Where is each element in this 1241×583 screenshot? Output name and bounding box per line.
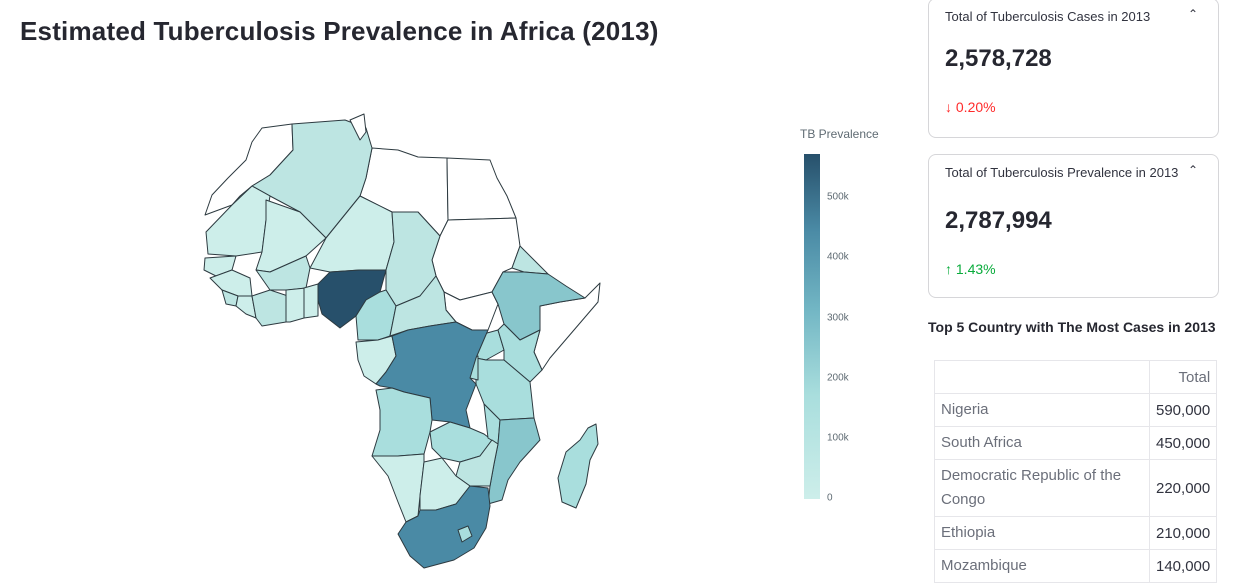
legend-tick-100k: 100k — [827, 432, 849, 444]
total-cell: 450,000 — [1148, 426, 1218, 460]
country-namibia[interactable] — [371, 453, 425, 523]
metric-label: Total of Tuberculosis Prevalence in 2013 — [945, 165, 1179, 180]
total-cell: 220,000 — [1148, 459, 1218, 517]
chevron-up-icon[interactable]: ⌃ — [1187, 7, 1198, 21]
metric-card-prevalence: Total of Tuberculosis Prevalence in 2013… — [928, 154, 1219, 298]
table-row[interactable]: Democratic Republic of the Congo 220,000 — [934, 459, 1218, 517]
country-south-africa[interactable] — [397, 485, 491, 569]
country-cell: Ethiopia — [934, 516, 1150, 550]
legend-tick-300k: 300k — [827, 312, 849, 324]
country-angola[interactable] — [371, 387, 433, 457]
page-title: Estimated Tuberculosis Prevalence in Afr… — [20, 16, 659, 46]
country-cell: Nigeria — [934, 393, 1150, 427]
top5-title: Top 5 Country with The Most Cases in 201… — [928, 319, 1216, 335]
legend-tick-200k: 200k — [827, 372, 849, 384]
country-cell: South Africa — [934, 426, 1150, 460]
total-cell: 210,000 — [1148, 516, 1218, 550]
table-row[interactable]: Nigeria 590,000 — [934, 393, 1218, 427]
legend-tick-0: 0 — [827, 492, 833, 504]
africa-choropleth-map[interactable] — [190, 110, 610, 575]
legend-tick-500k: 500k — [827, 191, 849, 203]
country-kenya[interactable] — [497, 323, 543, 383]
country-burkina-faso[interactable] — [255, 255, 311, 291]
metric-label: Total of Tuberculosis Cases in 2013 — [945, 9, 1151, 24]
table-row[interactable]: South Africa 450,000 — [934, 426, 1218, 460]
column-header-index[interactable] — [934, 360, 1150, 394]
delta-value: 1.43% — [955, 261, 996, 277]
metric-value: 2,578,728 — [945, 45, 1052, 72]
top5-table: Total Nigeria 590,000 South Africa 450,0… — [934, 360, 1218, 583]
chevron-up-icon[interactable]: ⌃ — [1187, 163, 1198, 177]
metric-value: 2,787,994 — [945, 207, 1052, 234]
metric-delta-up: ↑ 1.43% — [945, 261, 996, 277]
legend-tick-400k: 400k — [827, 251, 849, 263]
country-egypt[interactable] — [446, 157, 517, 221]
country-cell: Democratic Republic of the Congo — [934, 459, 1150, 517]
country-cell: Mozambique — [934, 549, 1150, 583]
legend-title: TB Prevalence — [800, 127, 879, 141]
table-header-row: Total — [934, 360, 1218, 394]
metric-delta-down: ↓ 0.20% — [945, 99, 996, 115]
arrow-down-icon: ↓ — [945, 99, 952, 115]
legend-colorbar — [804, 154, 820, 499]
country-eritrea[interactable] — [511, 245, 549, 275]
country-tunisia[interactable] — [349, 113, 367, 141]
table-row[interactable]: Mozambique 140,000 — [934, 549, 1218, 583]
country-togo-benin[interactable] — [303, 283, 319, 319]
country-ivory-coast[interactable] — [251, 289, 289, 327]
delta-value: 0.20% — [955, 99, 996, 115]
country-madagascar[interactable] — [557, 423, 599, 509]
metric-card-cases: Total of Tuberculosis Cases in 2013 ⌃ 2,… — [928, 0, 1219, 138]
table-row[interactable]: Ethiopia 210,000 — [934, 516, 1218, 550]
column-header-total[interactable]: Total — [1148, 360, 1218, 394]
total-cell: 140,000 — [1148, 549, 1218, 583]
total-cell: 590,000 — [1148, 393, 1218, 427]
country-ghana[interactable] — [285, 287, 307, 323]
country-lesotho[interactable] — [457, 525, 473, 543]
arrow-up-icon: ↑ — [945, 261, 952, 277]
